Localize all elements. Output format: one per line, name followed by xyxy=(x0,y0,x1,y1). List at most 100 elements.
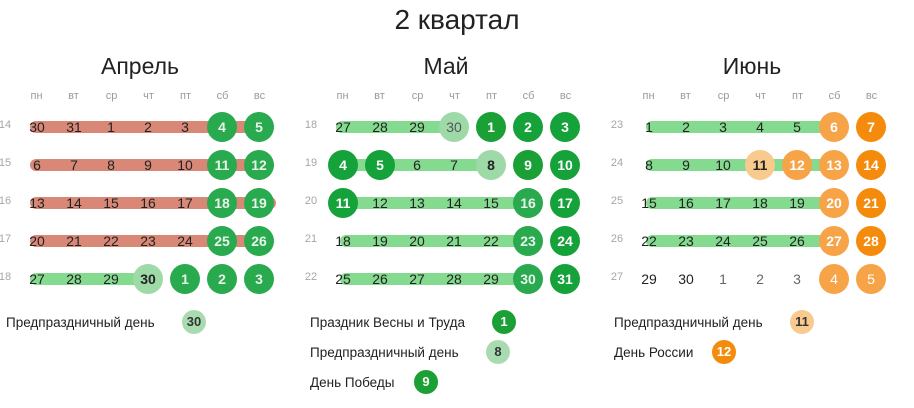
day-cell-next-month[interactable]: 3 xyxy=(793,271,801,287)
day-cell[interactable]: 14 xyxy=(446,195,462,211)
day-cell[interactable]: 27 xyxy=(29,271,45,287)
day-cell-weekend[interactable]: 31 xyxy=(550,264,580,294)
day-cell-preholiday[interactable]: 30 xyxy=(133,264,163,294)
day-cell[interactable]: 21 xyxy=(446,233,462,249)
day-cell[interactable]: 1 xyxy=(107,119,115,135)
day-cell-next-month[interactable]: 1 xyxy=(719,271,727,287)
day-cell[interactable]: 28 xyxy=(446,271,462,287)
day-cell[interactable]: 25 xyxy=(335,271,351,287)
day-cell-weekend[interactable]: 11 xyxy=(207,150,237,180)
day-cell[interactable]: 29 xyxy=(409,119,425,135)
day-cell[interactable]: 6 xyxy=(413,157,421,173)
day-cell[interactable]: 10 xyxy=(715,157,731,173)
day-cell[interactable]: 20 xyxy=(409,233,425,249)
day-cell-weekend[interactable]: 7 xyxy=(856,112,886,142)
day-cell-weekend[interactable]: 3 xyxy=(550,112,580,142)
day-cell[interactable]: 16 xyxy=(140,195,156,211)
day-cell[interactable]: 8 xyxy=(645,157,653,173)
day-cell-weekend[interactable]: 5 xyxy=(856,264,886,294)
day-cell[interactable]: 13 xyxy=(409,195,425,211)
day-cell-holiday[interactable]: 11 xyxy=(328,188,358,218)
day-cell[interactable]: 8 xyxy=(107,157,115,173)
day-cell[interactable]: 21 xyxy=(66,233,82,249)
day-cell-preholiday[interactable]: 8 xyxy=(476,150,506,180)
day-cell-preholiday[interactable]: 30 xyxy=(439,112,469,142)
day-cell-weekend[interactable]: 25 xyxy=(207,226,237,256)
day-cell[interactable]: 23 xyxy=(140,233,156,249)
day-cell-weekend[interactable]: 3 xyxy=(244,264,274,294)
day-cell-weekend[interactable]: 19 xyxy=(244,188,274,218)
day-cell[interactable]: 27 xyxy=(409,271,425,287)
day-cell[interactable]: 19 xyxy=(372,233,388,249)
day-cell[interactable]: 24 xyxy=(177,233,193,249)
day-cell[interactable]: 30 xyxy=(29,119,45,135)
day-cell-weekend[interactable]: 26 xyxy=(244,226,274,256)
day-cell[interactable]: 2 xyxy=(682,119,690,135)
day-cell[interactable]: 3 xyxy=(719,119,727,135)
day-cell-preholiday[interactable]: 11 xyxy=(745,150,775,180)
day-cell-weekend[interactable]: 21 xyxy=(856,188,886,218)
day-cell[interactable]: 22 xyxy=(641,233,657,249)
day-cell-holiday[interactable]: 1 xyxy=(476,112,506,142)
day-cell[interactable]: 17 xyxy=(715,195,731,211)
day-cell-weekend[interactable]: 28 xyxy=(856,226,886,256)
day-cell[interactable]: 15 xyxy=(483,195,499,211)
day-cell[interactable]: 29 xyxy=(103,271,119,287)
day-cell[interactable]: 16 xyxy=(678,195,694,211)
day-cell-weekend[interactable]: 14 xyxy=(856,150,886,180)
day-cell[interactable]: 24 xyxy=(715,233,731,249)
day-cell[interactable]: 10 xyxy=(177,157,193,173)
day-cell[interactable]: 7 xyxy=(450,157,458,173)
day-cell-weekend[interactable]: 16 xyxy=(513,188,543,218)
day-cell[interactable]: 31 xyxy=(66,119,82,135)
day-cell[interactable]: 6 xyxy=(33,157,41,173)
day-cell-weekend[interactable]: 13 xyxy=(819,150,849,180)
day-cell[interactable]: 14 xyxy=(66,195,82,211)
day-cell-weekend[interactable]: 5 xyxy=(244,112,274,142)
day-cell-weekend[interactable]: 12 xyxy=(244,150,274,180)
day-cell[interactable]: 22 xyxy=(483,233,499,249)
day-cell-weekend[interactable]: 18 xyxy=(207,188,237,218)
day-cell-weekend[interactable]: 10 xyxy=(550,150,580,180)
day-cell[interactable]: 17 xyxy=(177,195,193,211)
day-cell-weekend[interactable]: 27 xyxy=(819,226,849,256)
day-cell[interactable]: 18 xyxy=(335,233,351,249)
day-cell[interactable]: 15 xyxy=(641,195,657,211)
day-cell[interactable]: 28 xyxy=(66,271,82,287)
day-cell-weekend[interactable]: 4 xyxy=(819,264,849,294)
day-cell[interactable]: 3 xyxy=(181,119,189,135)
day-cell[interactable]: 13 xyxy=(29,195,45,211)
day-cell-weekend[interactable]: 30 xyxy=(513,264,543,294)
day-cell-holiday[interactable]: 5 xyxy=(365,150,395,180)
day-cell-weekend[interactable]: 4 xyxy=(207,112,237,142)
day-cell-holiday[interactable]: 12 xyxy=(782,150,812,180)
day-cell-holiday[interactable]: 4 xyxy=(328,150,358,180)
day-cell-weekend[interactable]: 23 xyxy=(513,226,543,256)
day-cell-holiday[interactable]: 1 xyxy=(170,264,200,294)
day-cell[interactable]: 26 xyxy=(372,271,388,287)
day-cell[interactable]: 28 xyxy=(372,119,388,135)
day-cell[interactable]: 9 xyxy=(144,157,152,173)
day-cell[interactable]: 7 xyxy=(70,157,78,173)
day-cell[interactable]: 29 xyxy=(641,271,657,287)
day-cell[interactable]: 15 xyxy=(103,195,119,211)
day-cell[interactable]: 23 xyxy=(678,233,694,249)
day-cell[interactable]: 5 xyxy=(793,119,801,135)
day-cell-holiday[interactable]: 9 xyxy=(513,150,543,180)
day-cell[interactable]: 12 xyxy=(372,195,388,211)
day-cell[interactable]: 2 xyxy=(144,119,152,135)
day-cell[interactable]: 18 xyxy=(752,195,768,211)
day-cell-next-month[interactable]: 2 xyxy=(756,271,764,287)
day-cell[interactable]: 22 xyxy=(103,233,119,249)
day-cell[interactable]: 19 xyxy=(789,195,805,211)
day-cell[interactable]: 9 xyxy=(682,157,690,173)
day-cell-weekend[interactable]: 20 xyxy=(819,188,849,218)
day-cell[interactable]: 20 xyxy=(29,233,45,249)
day-cell[interactable]: 26 xyxy=(789,233,805,249)
day-cell[interactable]: 4 xyxy=(756,119,764,135)
day-cell[interactable]: 1 xyxy=(645,119,653,135)
day-cell-weekend[interactable]: 17 xyxy=(550,188,580,218)
day-cell[interactable]: 27 xyxy=(335,119,351,135)
day-cell-weekend[interactable]: 24 xyxy=(550,226,580,256)
day-cell-weekend[interactable]: 2 xyxy=(207,264,237,294)
